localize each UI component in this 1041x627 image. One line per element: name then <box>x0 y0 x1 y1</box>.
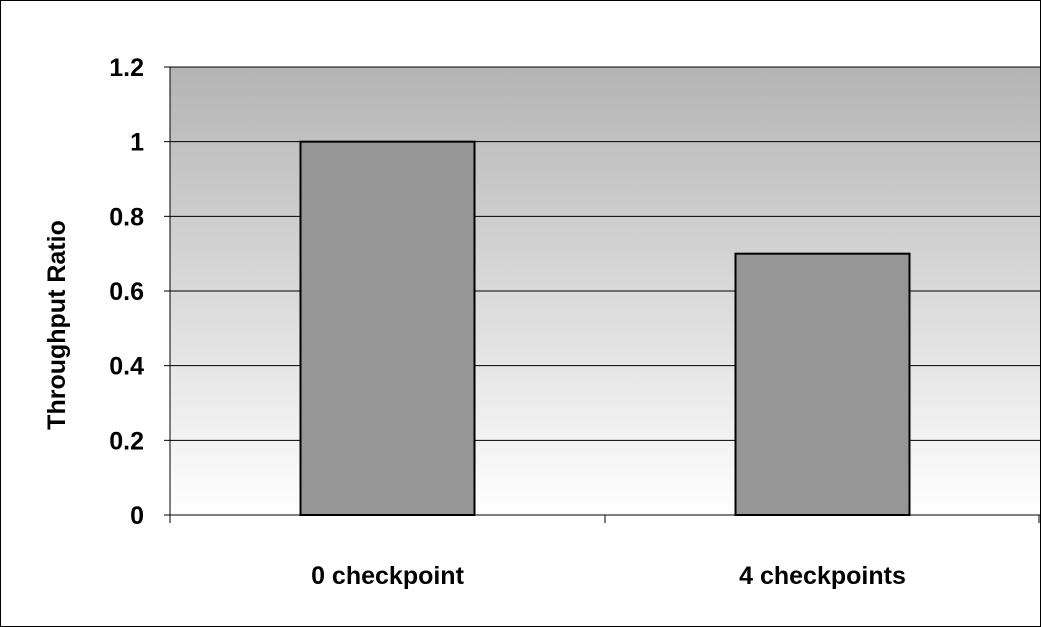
x-category-label: 0 checkpoint <box>311 562 464 590</box>
x-category-label: 4 checkpoints <box>739 562 906 590</box>
labels: 0 0.2 0.4 0.6 0.8 1 1.2 0 checkpoint 4 checkpoin… <box>109 54 906 590</box>
y-tick-label: 0.6 <box>109 278 144 306</box>
y-tick-label: 0.8 <box>109 203 144 231</box>
y-axis-title: Throughput Ratio <box>43 220 71 430</box>
y-tick-label: 0 <box>130 502 144 530</box>
y-tick-label: 1.2 <box>109 54 144 82</box>
bars <box>299 140 911 517</box>
bar-0 <box>299 140 476 517</box>
y-tick-label: 1 <box>130 129 144 157</box>
y-tick-label: 0.4 <box>109 353 144 381</box>
bar-1 <box>734 252 911 517</box>
y-tick-label: 0.2 <box>109 427 144 455</box>
axes <box>164 66 1040 523</box>
